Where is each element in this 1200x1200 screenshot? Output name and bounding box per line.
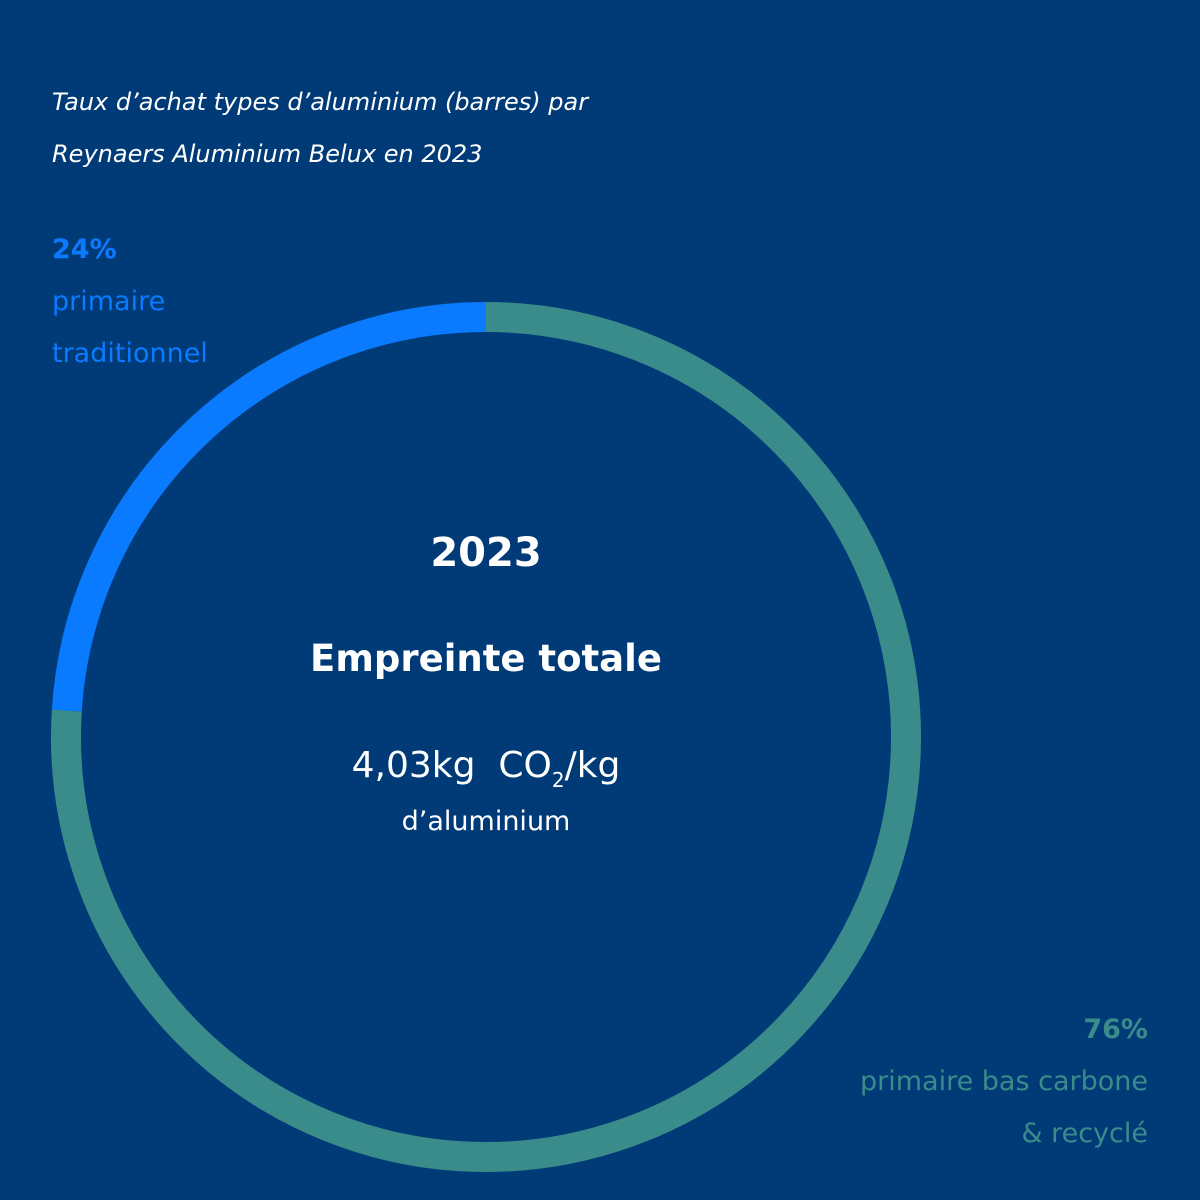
slice-name-line-2: & recyclé [1021, 1118, 1148, 1149]
slice-value-label: 24% [52, 234, 117, 265]
chart-title-line-1: Taux d’achat types d’aluminium (barres) … [52, 88, 589, 116]
legend-label-primaire-bas-carbone: 76% primaire bas carbone & recyclé [860, 1004, 1148, 1160]
legend-label-primaire-traditionnel: 24% primaire traditionnel [52, 224, 208, 380]
footprint-unit-per-kg: /kg [564, 745, 621, 786]
center-footprint-value: 4,03kg CO2/kg [236, 745, 736, 792]
slice-name-line-2: traditionnel [52, 338, 208, 369]
chart-title: Taux d’achat types d’aluminium (barres) … [52, 76, 588, 180]
slice-name-line-1: primaire [52, 286, 166, 317]
donut-slice-0 [51, 302, 487, 712]
center-heading: Empreinte totale [310, 637, 662, 680]
center-unit-line: d’aluminium [401, 806, 571, 837]
chart-title-line-2: Reynaers Aluminium Belux en 2023 [52, 140, 483, 168]
slice-name-line-1: primaire bas carbone [860, 1066, 1148, 1097]
footprint-number: 4,03kg [351, 745, 476, 786]
slice-value-label: 76% [1083, 1014, 1148, 1045]
footprint-unit-subscript: 2 [551, 768, 565, 792]
footprint-unit-co: CO [498, 745, 552, 786]
center-year: 2023 [430, 530, 542, 576]
donut-slice-1 [51, 302, 921, 1172]
